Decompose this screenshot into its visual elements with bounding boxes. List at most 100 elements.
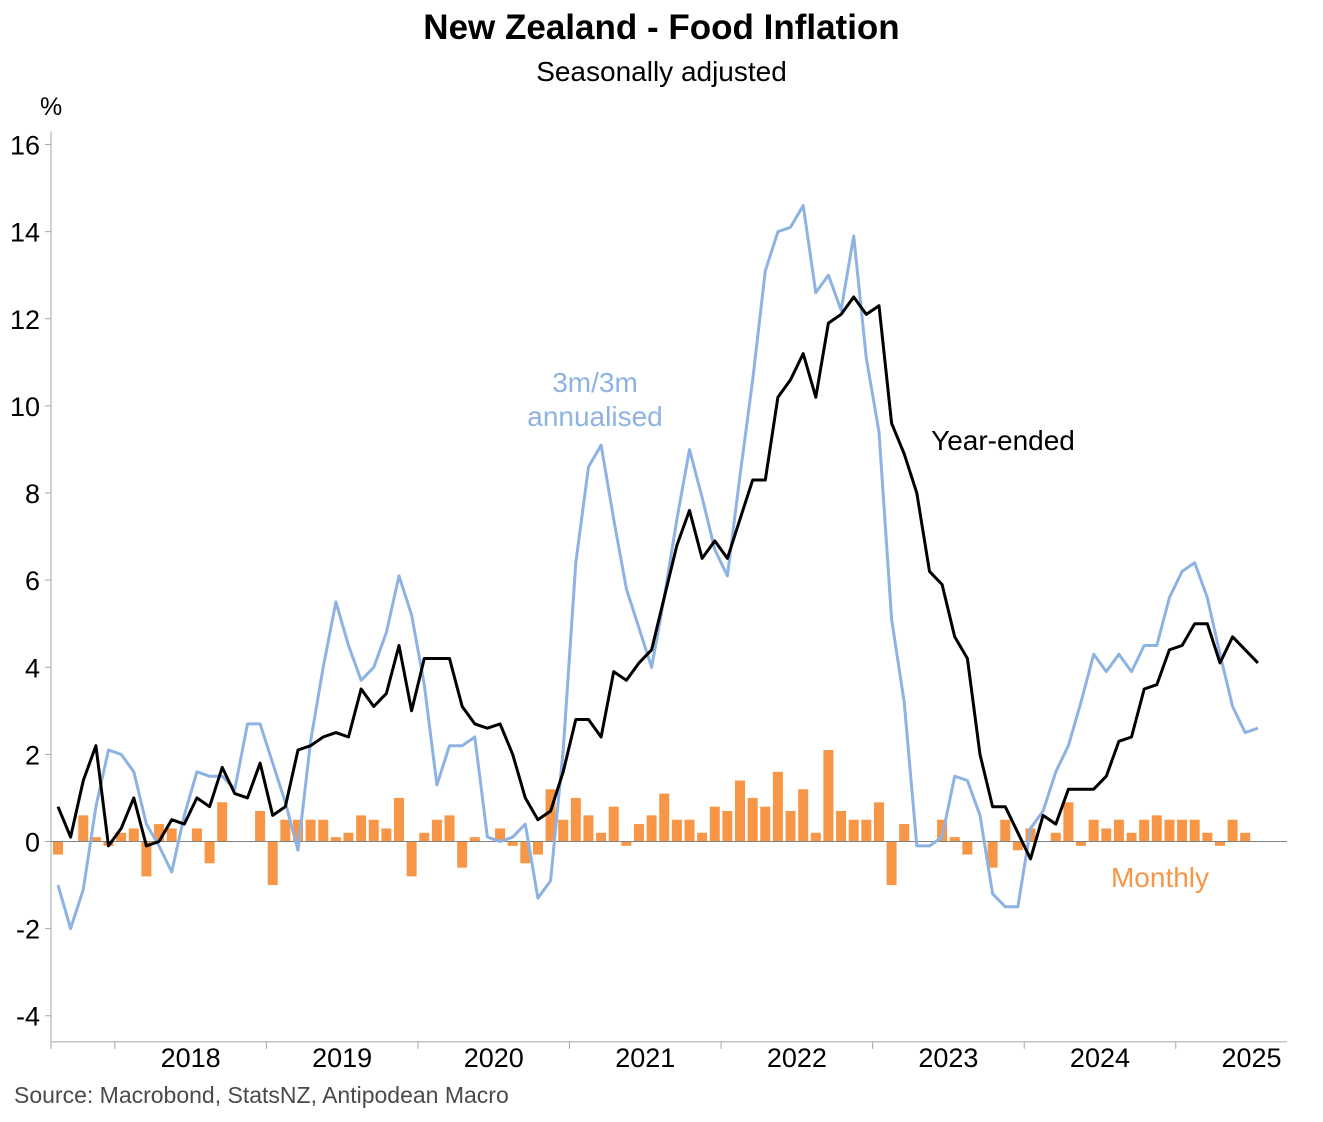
monthly-bar [899, 824, 910, 842]
monthly-bar [1000, 819, 1011, 842]
monthly-bar [53, 841, 63, 855]
monthly-bar [646, 815, 657, 842]
y-tick-label: 8 [25, 479, 40, 509]
y-tick-label: 16 [10, 131, 40, 161]
monthly-bar [747, 797, 758, 842]
y-tick-label: 10 [10, 392, 40, 422]
monthly-bar [1240, 832, 1251, 842]
y-tick-label: 4 [25, 653, 40, 683]
monthly-bar [166, 828, 177, 842]
x-tick-label: 2022 [767, 1043, 827, 1073]
monthly-bar [368, 819, 379, 842]
label-3m3m-line1: 3m/3m [552, 367, 638, 398]
monthly-bar [1202, 832, 1213, 842]
monthly-bar [255, 811, 266, 842]
monthly-bar [633, 824, 644, 842]
monthly-bar [1088, 819, 1099, 842]
monthly-bar [735, 780, 746, 842]
monthly-bar [1177, 819, 1188, 842]
monthly-bar [128, 828, 139, 842]
monthly-bar [191, 828, 202, 842]
label-monthly: Monthly [1111, 862, 1209, 893]
series-line-3m3m-annualised [56, 204, 1259, 931]
x-tick-label: 2021 [615, 1043, 675, 1073]
monthly-bar [785, 811, 796, 842]
y-tick-label: 12 [10, 305, 40, 335]
monthly-bar [861, 819, 872, 842]
y-tick-label: 14 [10, 218, 40, 248]
monthly-bar [78, 815, 89, 842]
monthly-bar [1063, 802, 1074, 842]
monthly-bar [1214, 841, 1225, 846]
label-3m3m-line2: annualised [527, 401, 662, 432]
monthly-bar [343, 832, 354, 842]
monthly-bar [520, 841, 531, 864]
x-tick-label: 2019 [312, 1043, 372, 1073]
monthly-bar [621, 841, 632, 846]
x-tick-label: 2018 [161, 1043, 221, 1073]
monthly-bar [532, 841, 543, 855]
monthly-bar [318, 819, 329, 842]
monthly-bar [495, 828, 506, 842]
monthly-bar [659, 793, 670, 842]
monthly-bar [558, 819, 569, 842]
monthly-bar [406, 841, 417, 877]
monthly-bar [949, 837, 960, 842]
monthly-bar [431, 819, 442, 842]
monthly-bar [1151, 815, 1162, 842]
monthly-bar [596, 832, 607, 842]
monthly-bar [217, 802, 228, 842]
x-tick-label: 2020 [464, 1043, 524, 1073]
chart-subtitle: Seasonally adjusted [536, 56, 787, 87]
x-tick-label: 2023 [918, 1043, 978, 1073]
monthly-bar [154, 824, 165, 842]
monthly-bars [53, 750, 1251, 886]
monthly-bar [356, 815, 367, 842]
monthly-bar [141, 841, 152, 877]
monthly-bar [1101, 828, 1112, 842]
series-line-year-ended [56, 295, 1259, 861]
x-tick-label: 2025 [1221, 1043, 1281, 1073]
monthly-bar [697, 832, 708, 842]
monthly-bar [772, 771, 783, 842]
x-tick-label: 2024 [1070, 1043, 1130, 1073]
monthly-bar [848, 819, 859, 842]
y-tick-label: -2 [16, 915, 40, 945]
monthly-bar [608, 806, 619, 842]
y-tick-label: 0 [25, 828, 40, 858]
monthly-bar [1126, 832, 1137, 842]
monthly-bar [267, 841, 278, 886]
monthly-bar [1012, 841, 1023, 851]
monthly-bar [722, 811, 733, 842]
monthly-bar [507, 841, 518, 846]
monthly-bar [836, 811, 847, 842]
monthly-bar [1050, 832, 1061, 842]
monthly-bar [545, 789, 556, 842]
monthly-bar [1076, 841, 1087, 846]
source-note: Source: Macrobond, StatsNZ, Antipodean M… [14, 1082, 509, 1108]
monthly-bar [760, 806, 771, 842]
monthly-bar [457, 841, 468, 868]
monthly-bar [810, 832, 821, 842]
monthly-bar [684, 819, 695, 842]
y-tick-label: 2 [25, 740, 40, 770]
monthly-bar [570, 797, 581, 842]
monthly-bar [873, 802, 884, 842]
monthly-bar [1113, 819, 1124, 842]
monthly-bar [583, 815, 594, 842]
monthly-bar [823, 750, 834, 842]
monthly-bar [962, 841, 973, 855]
monthly-bar [798, 789, 809, 842]
axes: 16 14 12 10 8 6 4 2 0 -2 -4 2018 2019 2020 2021 2022 202… [10, 131, 1287, 1073]
y-tick-label: 6 [25, 566, 40, 596]
monthly-bar [469, 837, 480, 842]
monthly-bar [1189, 819, 1200, 842]
monthly-bar [305, 819, 316, 842]
y-tick-label: -4 [16, 1002, 40, 1032]
label-year-ended: Year-ended [931, 425, 1075, 456]
monthly-bar [886, 841, 897, 886]
chart-title: New Zealand - Food Inflation [423, 8, 900, 47]
monthly-bar [444, 815, 455, 842]
monthly-bar [419, 832, 430, 842]
